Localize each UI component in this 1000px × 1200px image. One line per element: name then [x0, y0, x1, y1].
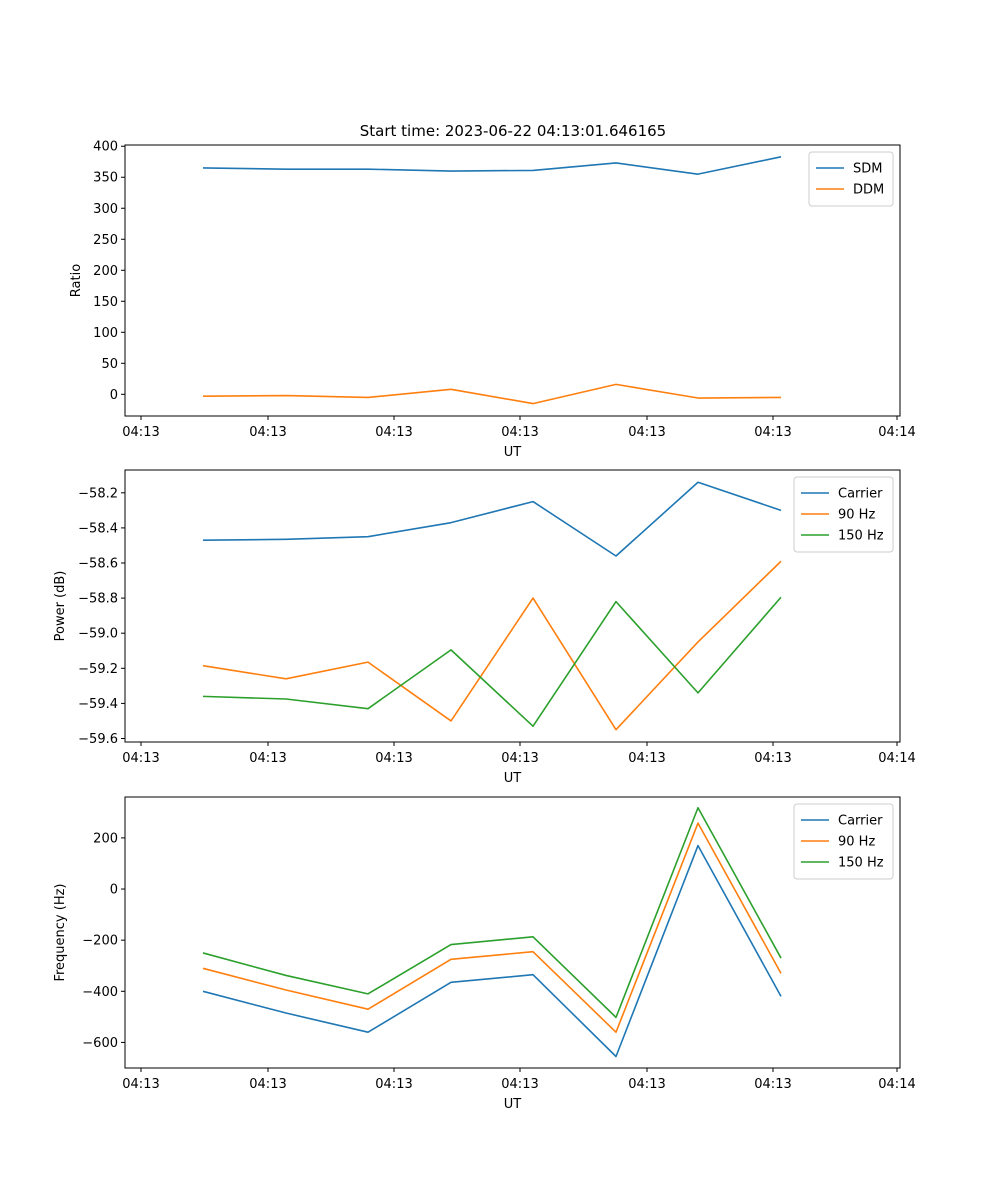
legend-box	[808, 151, 894, 207]
legend-box	[793, 803, 894, 880]
legend: Carrier 90 Hz 150 Hz	[793, 803, 894, 880]
series-line-150-hz	[202, 806, 782, 1019]
y-tick-label: −59.2	[78, 662, 118, 677]
x-tick-label: 04:13	[754, 425, 791, 440]
legend-label: 90 Hz	[838, 508, 875, 523]
plot-frame	[124, 469, 901, 743]
x-axis-label: UT	[504, 771, 522, 786]
x-tick-label: 04:13	[628, 425, 665, 440]
legend-label: 90 Hz	[838, 835, 875, 850]
legend-label: SDM	[853, 162, 882, 177]
y-tick-label: −58.8	[78, 592, 118, 607]
series-line-sdm	[202, 155, 782, 175]
x-tick-label: 04:13	[249, 425, 286, 440]
legend-label: DDM	[853, 183, 884, 198]
plot-frame	[124, 796, 901, 1069]
x-tick-label: 04:13	[249, 1077, 286, 1092]
series-line-90-hz	[202, 822, 782, 1034]
x-tick-label: 04:14	[878, 425, 915, 440]
series-line-ddm	[202, 383, 782, 405]
y-tick-label: −600	[82, 1036, 118, 1051]
y-axis-label: Frequency (Hz)	[53, 883, 68, 981]
legend-label: Carrier	[838, 487, 883, 502]
x-tick-label: 04:13	[122, 751, 159, 766]
y-tick-label: 200	[93, 831, 118, 846]
y-tick-label: 250	[93, 233, 118, 248]
x-tick-label: 04:13	[122, 425, 159, 440]
x-tick-label: 04:13	[375, 425, 412, 440]
legend-box	[793, 476, 894, 553]
x-axis-label: UT	[504, 1097, 522, 1112]
y-tick-label: −59.0	[78, 627, 118, 642]
legend-label: 150 Hz	[838, 529, 884, 544]
y-tick-label: −58.4	[78, 521, 118, 536]
series-line-carrier	[202, 481, 782, 557]
y-tick-label: −59.4	[78, 697, 118, 712]
x-tick-label: 04:14	[878, 1077, 915, 1092]
x-axis-label: UT	[504, 445, 522, 460]
y-tick-label: −200	[82, 934, 118, 949]
y-tick-label: 100	[93, 326, 118, 341]
y-tick-label: 400	[93, 140, 118, 155]
chart-panel-2: −59.6 −59.4 −59.2 −59.0 −58.8 −58.6 −58.4 −58.2…	[53, 469, 916, 786]
x-tick-label: 04:13	[754, 751, 791, 766]
legend: SDM DDM	[808, 151, 894, 207]
x-tick-label: 04:13	[249, 751, 286, 766]
y-axis-label: Ratio	[69, 264, 84, 297]
y-tick-label: 0	[110, 883, 118, 898]
plot-frame	[124, 144, 901, 417]
y-tick-label: 350	[93, 171, 118, 186]
series-line-carrier	[202, 844, 782, 1058]
legend-label: Carrier	[838, 814, 883, 829]
chart-panel-1: 0 50 100 150 200 250 300 350 400 04:13 04:13 04:13 0…	[69, 140, 916, 460]
legend-label: 150 Hz	[838, 856, 884, 871]
x-tick-label: 04:13	[122, 1077, 159, 1092]
x-tick-label: 04:13	[628, 751, 665, 766]
y-tick-label: −59.6	[78, 732, 118, 747]
y-tick-label: −58.6	[78, 557, 118, 572]
y-tick-label: 300	[93, 202, 118, 217]
legend: Carrier 90 Hz 150 Hz	[793, 476, 894, 553]
x-tick-label: 04:13	[501, 425, 538, 440]
x-tick-label: 04:13	[754, 1077, 791, 1092]
series-line-150-hz	[202, 596, 782, 728]
figure-title: Start time: 2023-06-22 04:13:01.646165	[360, 122, 666, 140]
y-tick-label: 0	[110, 388, 118, 403]
x-tick-label: 04:13	[501, 1077, 538, 1092]
x-tick-label: 04:13	[501, 751, 538, 766]
x-tick-label: 04:14	[878, 751, 915, 766]
x-tick-label: 04:13	[628, 1077, 665, 1092]
y-tick-label: −400	[82, 985, 118, 1000]
chart-panel-3: −600 −400 −200 0 200 04:13 04:13 04:13 04:13 04:1…	[53, 796, 916, 1112]
x-tick-label: 04:13	[375, 1077, 412, 1092]
y-tick-label: 200	[93, 264, 118, 279]
series-line-90-hz	[202, 560, 782, 731]
y-tick-label: 150	[93, 295, 118, 310]
y-tick-label: −58.2	[78, 486, 118, 501]
y-tick-label: 50	[101, 357, 118, 372]
y-axis-label: Power (dB)	[53, 571, 68, 642]
x-tick-label: 04:13	[375, 751, 412, 766]
